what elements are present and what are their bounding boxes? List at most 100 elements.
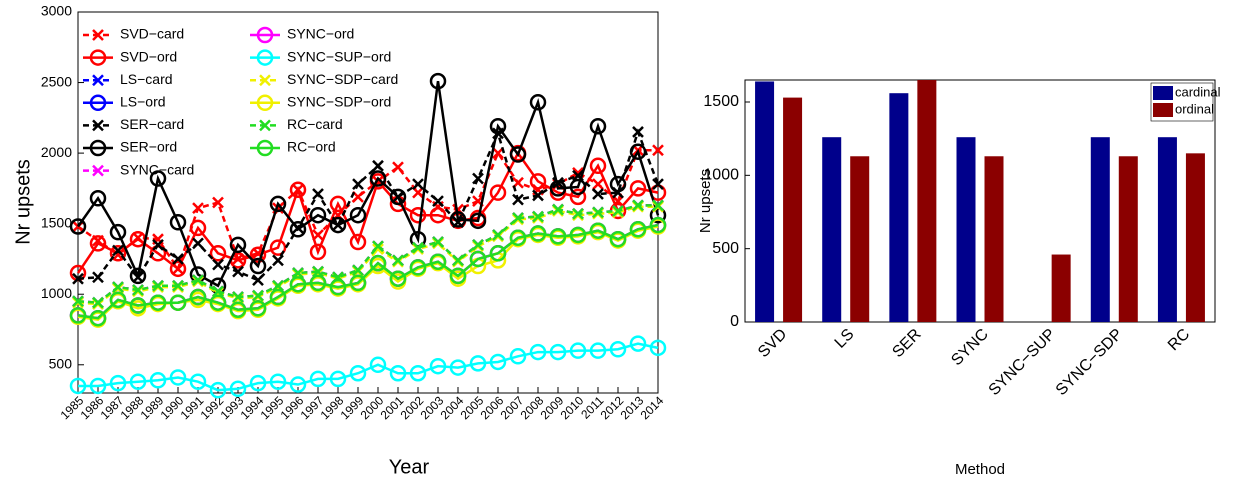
marker [249, 246, 267, 263]
marker [389, 188, 407, 206]
marker [192, 237, 204, 250]
bar [822, 137, 842, 322]
bar [1090, 137, 1110, 322]
bar [956, 137, 976, 322]
marker [169, 369, 187, 386]
legend-label: LS−ord [120, 94, 166, 110]
bar [984, 156, 1004, 322]
marker [412, 178, 424, 191]
legend-label: SYNC−card [120, 161, 194, 177]
marker [272, 254, 284, 267]
bar [755, 81, 775, 322]
marker [132, 284, 144, 296]
marker [649, 339, 667, 357]
legend-label: SER−card [120, 116, 184, 132]
marker [489, 118, 507, 135]
marker [89, 235, 107, 252]
marker [492, 147, 504, 159]
legend-marker [259, 119, 271, 132]
marker [469, 212, 487, 230]
marker [92, 296, 104, 309]
marker [329, 278, 347, 296]
marker [249, 300, 267, 317]
marker [149, 170, 167, 187]
bar [1118, 156, 1138, 322]
y-tick-label: 2000 [41, 144, 72, 160]
y-axis-label: Nr upsets [12, 159, 34, 245]
legend-label: LS−card [120, 71, 173, 87]
y-tick-label: 500 [712, 240, 739, 257]
legend-label: RC−card [287, 116, 343, 132]
marker [632, 126, 644, 138]
marker [512, 212, 524, 224]
marker [129, 373, 147, 390]
marker [592, 178, 604, 191]
marker [552, 203, 564, 216]
marker [312, 265, 324, 278]
bar [1157, 137, 1177, 322]
marker [249, 257, 267, 275]
marker [189, 288, 207, 306]
marker [169, 294, 187, 311]
legend-marker [92, 119, 104, 132]
marker [432, 195, 444, 207]
marker [372, 159, 384, 172]
bar [889, 93, 909, 322]
marker [569, 188, 587, 206]
legend-marker [256, 49, 274, 66]
marker [172, 279, 184, 292]
marker [392, 161, 404, 174]
marker [289, 181, 307, 199]
marker [112, 281, 124, 294]
marker [592, 188, 604, 200]
marker [269, 239, 287, 256]
legend-label: SYNC−SUP−ord [287, 48, 391, 64]
legend-label: cardinal [1175, 84, 1221, 99]
series-line [77, 223, 659, 320]
legend-marker [89, 49, 107, 66]
bar [850, 156, 870, 322]
marker [489, 184, 507, 201]
marker [589, 118, 607, 135]
bar [783, 97, 803, 322]
marker [452, 254, 464, 267]
marker [349, 364, 367, 382]
y-tick-label: 2500 [41, 73, 72, 89]
marker [492, 229, 504, 241]
marker [329, 195, 347, 213]
legend-marker [256, 26, 274, 44]
marker [589, 157, 607, 175]
marker [109, 245, 127, 262]
legend-marker [256, 139, 274, 157]
marker [512, 193, 524, 206]
marker [169, 260, 187, 278]
legend-marker [89, 94, 107, 112]
legend-label: SER−ord [120, 139, 177, 155]
marker [89, 190, 107, 207]
marker [72, 272, 84, 285]
marker [652, 199, 664, 212]
marker [189, 373, 207, 390]
x-tick-label: SYNC−SDP [1053, 326, 1126, 399]
marker [389, 364, 407, 382]
marker [629, 221, 647, 238]
x-tick-label: LS [832, 326, 858, 352]
marker [72, 295, 84, 308]
marker [129, 267, 147, 285]
marker [409, 364, 427, 382]
marker [369, 356, 387, 374]
bar [1051, 254, 1071, 322]
marker [372, 240, 384, 253]
marker [609, 175, 627, 193]
marker [289, 221, 307, 238]
marker [192, 274, 204, 286]
marker [269, 288, 287, 306]
marker [69, 307, 87, 324]
marker [229, 380, 247, 398]
marker [429, 206, 447, 224]
marker [312, 188, 324, 200]
marker [109, 374, 127, 392]
marker [212, 196, 224, 209]
marker [329, 216, 347, 234]
marker [229, 301, 247, 318]
